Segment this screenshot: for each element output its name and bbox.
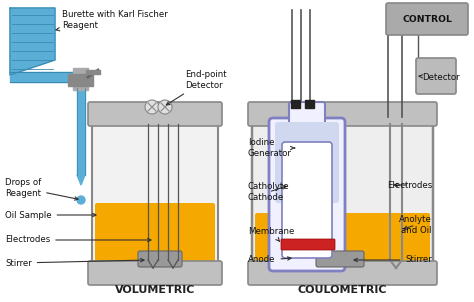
Text: Catholyte
Cathode: Catholyte Cathode: [248, 182, 290, 202]
Text: Detector: Detector: [419, 73, 460, 82]
Text: Burette with Karl Fischer
Reagent: Burette with Karl Fischer Reagent: [56, 10, 168, 31]
Circle shape: [158, 100, 172, 114]
FancyBboxPatch shape: [416, 58, 456, 94]
FancyBboxPatch shape: [386, 3, 468, 35]
FancyBboxPatch shape: [255, 213, 430, 275]
Text: COULOMETRIC: COULOMETRIC: [297, 285, 387, 295]
Text: Drops of
Reagent: Drops of Reagent: [5, 178, 78, 200]
Text: End-point
Detector: End-point Detector: [166, 70, 227, 105]
FancyBboxPatch shape: [92, 109, 218, 281]
FancyBboxPatch shape: [248, 261, 437, 285]
Polygon shape: [291, 100, 300, 108]
FancyBboxPatch shape: [252, 109, 433, 281]
FancyBboxPatch shape: [281, 239, 335, 250]
Circle shape: [77, 196, 85, 204]
Text: CONTROL: CONTROL: [402, 14, 452, 24]
Polygon shape: [77, 175, 85, 185]
Polygon shape: [305, 100, 314, 108]
FancyBboxPatch shape: [316, 251, 364, 267]
Circle shape: [145, 100, 159, 114]
FancyBboxPatch shape: [275, 122, 339, 203]
Text: Electrodes: Electrodes: [387, 181, 432, 189]
Polygon shape: [10, 72, 78, 82]
Text: Stirrer: Stirrer: [354, 255, 432, 265]
Text: Oil Sample: Oil Sample: [5, 210, 96, 220]
FancyBboxPatch shape: [248, 102, 437, 126]
Text: VOLUMETRIC: VOLUMETRIC: [115, 285, 195, 295]
Text: Membrane: Membrane: [248, 227, 294, 241]
Polygon shape: [73, 68, 88, 90]
FancyBboxPatch shape: [88, 261, 222, 285]
Text: Anode: Anode: [248, 255, 291, 265]
FancyBboxPatch shape: [282, 142, 332, 258]
Text: Stirrer: Stirrer: [5, 259, 144, 268]
Polygon shape: [68, 74, 93, 86]
FancyBboxPatch shape: [95, 203, 215, 275]
FancyBboxPatch shape: [138, 251, 182, 267]
Polygon shape: [10, 8, 55, 75]
Text: Iodine
Generator: Iodine Generator: [248, 138, 295, 158]
Polygon shape: [77, 88, 85, 175]
FancyBboxPatch shape: [289, 102, 325, 130]
FancyBboxPatch shape: [88, 102, 222, 126]
Text: Anolyte
and Oil: Anolyte and Oil: [399, 215, 432, 235]
FancyBboxPatch shape: [269, 118, 345, 271]
Text: Electrodes: Electrodes: [5, 236, 151, 245]
